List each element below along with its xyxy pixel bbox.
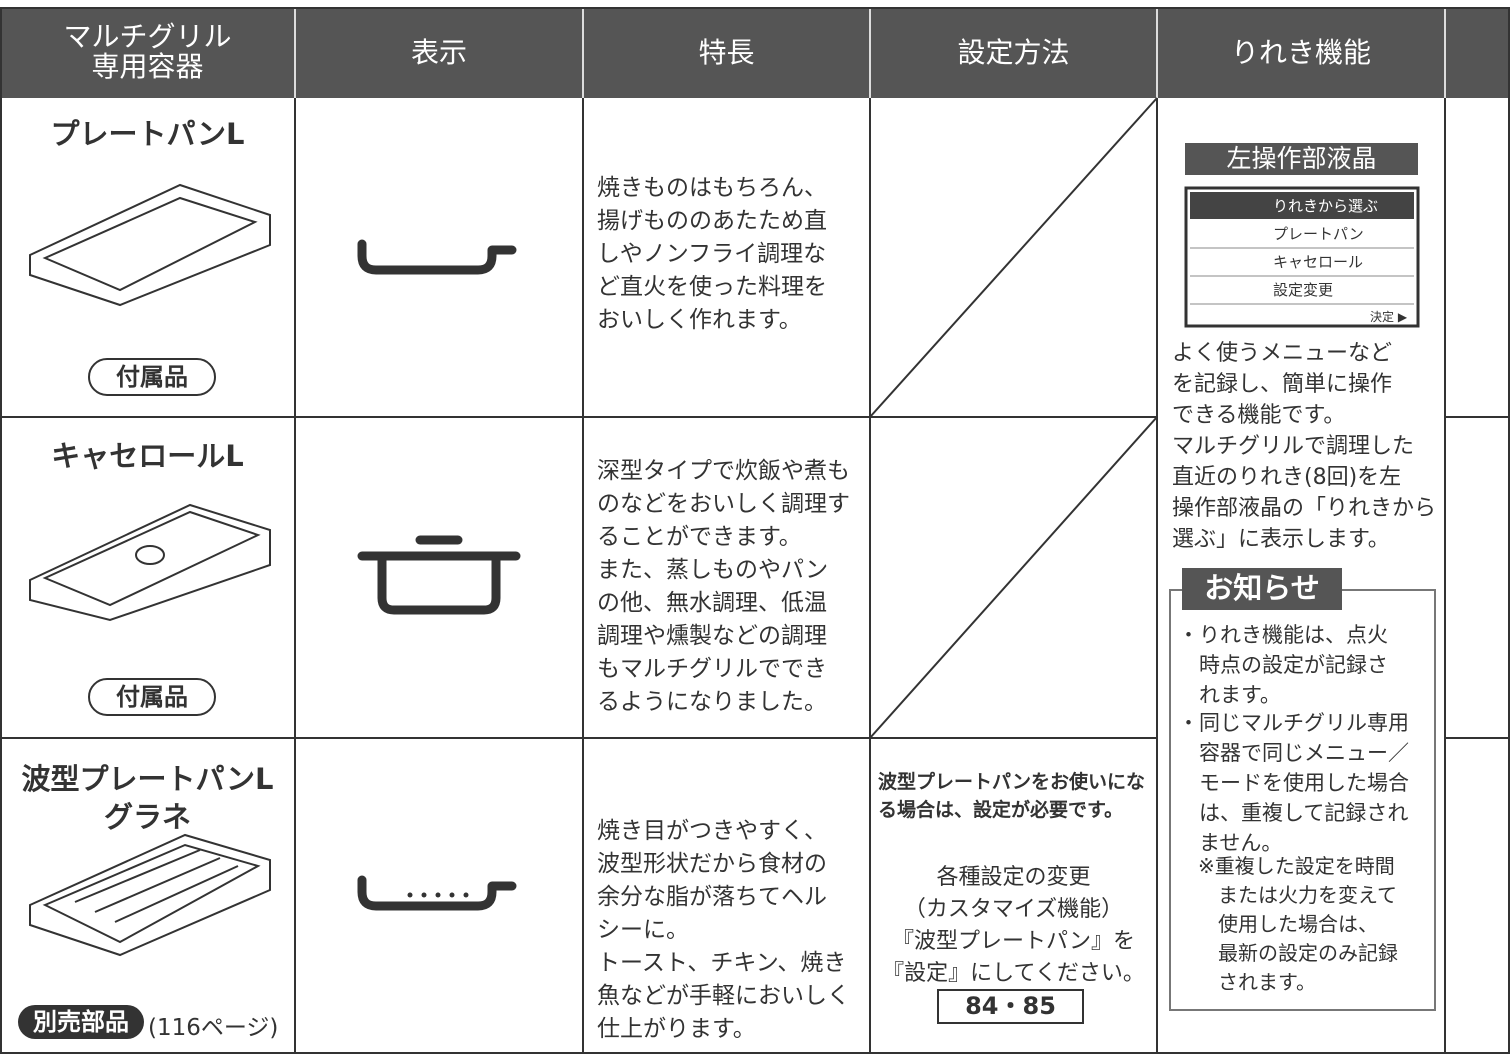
header-cell: マルチグリル 専用容器 bbox=[0, 22, 295, 82]
text-line: 焼き目がつきやすく、 bbox=[597, 818, 827, 844]
product-name: プレートパンL bbox=[0, 115, 295, 153]
text-line: しやノンフライ調理な bbox=[597, 241, 827, 267]
text-line: 最新の設定のみ記録 bbox=[1218, 941, 1398, 965]
features: 焼き目がつきやすく、 波型形状だから食材の 余分な脂が落ちてヘル シーに。トースト、チ… bbox=[597, 815, 850, 1046]
text-line: 『設定』にしてください。 bbox=[882, 961, 1145, 986]
text-line: できる機能です。 bbox=[1172, 403, 1346, 428]
lcd-menu-item: キャセロール bbox=[1273, 253, 1364, 271]
text-line: 仕上がります。 bbox=[597, 1016, 756, 1042]
text-line: マルチグリルで調理した bbox=[1172, 434, 1415, 459]
history-description: よく使うメニューなど を記録し、簡単に操作 できる機能です。マルチグリルで調理した直… bbox=[1172, 338, 1436, 555]
header-cell: 設定方法 bbox=[957, 36, 1070, 69]
text-line: モードを使用した場合 bbox=[1199, 771, 1409, 795]
text-line: グラネ bbox=[103, 800, 191, 834]
text-line: 時点の設定が記録さ bbox=[1199, 653, 1388, 677]
text-line: また、蒸しものやパン bbox=[597, 557, 829, 583]
text-line: おいしく作れます。 bbox=[597, 307, 802, 333]
text-line: よく使うメニューなど bbox=[1172, 341, 1393, 366]
text-line: 調理や燻製などの調理 bbox=[597, 623, 827, 649]
text-line: キャセロールL bbox=[51, 439, 244, 473]
text-line: トースト、チキン、焼き bbox=[597, 950, 847, 976]
text-line: 容器で同じメニュー／ bbox=[1199, 741, 1409, 765]
header-cell: りれき機能 bbox=[1230, 36, 1371, 69]
product-name: 波型プレートパンL グラネ bbox=[0, 760, 295, 836]
text-line: されます。 bbox=[1218, 970, 1316, 994]
setting-note: 波型プレートパンをお使いにな る場合は、設定が必要です。 bbox=[878, 768, 1145, 824]
text-line: 使用した場合は、 bbox=[1218, 912, 1378, 936]
text-line: 余分な脂が落ちてヘル bbox=[597, 884, 827, 910]
page-ref: 84・85 bbox=[965, 992, 1056, 1020]
text-line: もマルチグリルででき bbox=[597, 656, 827, 682]
badge: 付属品 bbox=[88, 678, 216, 716]
lcd-menu-item: りれきから選ぶ bbox=[1273, 197, 1379, 215]
text-line: ません。 bbox=[1199, 831, 1283, 855]
text-line: シーに。 bbox=[597, 917, 689, 943]
text-line: 操作部液晶の「りれきから bbox=[1172, 496, 1437, 521]
setting-text: 各種設定の変更 （カスタマイズ機能） 『波型プレートパン』を 『設定』にしてください。 bbox=[870, 862, 1157, 990]
features: 深型タイプで炊飯や煮も のなどをおいしく調理す ることができます。また、蒸しものやパ… bbox=[597, 455, 850, 719]
notice-item: ・りれき機能は、点火時点の設定が記録さ れます。 bbox=[1178, 620, 1388, 710]
text-line: 深型タイプで炊飯や煮も bbox=[597, 458, 850, 484]
text-line: を記録し、簡単に操作 bbox=[1172, 372, 1393, 397]
text-line: る場合は、設定が必要です。 bbox=[878, 799, 1124, 821]
text-line: 焼きものはもちろん、 bbox=[597, 175, 827, 201]
page-note: (116ページ) bbox=[148, 1015, 279, 1041]
product-name: キャセロールL bbox=[0, 437, 295, 475]
notice-title: お知らせ bbox=[1204, 571, 1320, 605]
header-cell: 表示 bbox=[410, 36, 467, 69]
text-line: れます。 bbox=[1199, 683, 1281, 707]
text-line: 揚げもののあたため直 bbox=[597, 208, 827, 234]
lcd-menu-item: プレートパン bbox=[1273, 225, 1364, 243]
notice-item: ・同じマルチグリル専用容器で同じメニュー／ モードを使用した場合 は、重複して記録さ… bbox=[1178, 708, 1409, 858]
text-line: プレートパンL bbox=[50, 117, 245, 151]
badge: 付属品 bbox=[88, 358, 216, 396]
text-line: 専用容器 bbox=[91, 50, 204, 83]
text-line: ど直火を使った料理を bbox=[597, 274, 827, 300]
text-line: るようになりました。 bbox=[597, 689, 827, 715]
badge: 別売部品 bbox=[33, 1008, 129, 1036]
text-line: 選ぶ」に表示します。 bbox=[1172, 527, 1390, 552]
text-line: 波型形状だから食材の bbox=[597, 851, 827, 877]
text-line: ・りれき機能は、点火 bbox=[1178, 623, 1388, 647]
text-line: 直近のりれき(8回)を左 bbox=[1172, 465, 1402, 490]
text-line: 波型プレートパンをお使いにな bbox=[878, 771, 1145, 793]
lcd-confirm: 決定 ▶ bbox=[1370, 310, 1408, 324]
text-line: 『波型プレートパン』を bbox=[891, 929, 1136, 954]
text-line: は、重複して記録され bbox=[1199, 801, 1409, 825]
text-line: ることができます。 bbox=[597, 524, 802, 550]
text-line: ・同じマルチグリル専用 bbox=[1178, 711, 1409, 735]
notice-note: ※重複した設定を時間または火力を変えて 使用した場合は、 最新の設定のみ記録 されます… bbox=[1198, 852, 1398, 997]
text-line: 波型プレートパンL bbox=[21, 762, 274, 796]
text-line: ※重複した設定を時間 bbox=[1198, 854, 1395, 878]
text-line: の他、無水調理、低温 bbox=[597, 590, 827, 616]
lcd-label: 左操作部液晶 bbox=[1226, 144, 1377, 173]
text-line: または火力を変えて bbox=[1218, 883, 1397, 907]
text-line: 各種設定の変更 bbox=[936, 865, 1091, 890]
features: 焼きものはもちろん、 揚げもののあたため直 しやノンフライ調理な ど直火を使った料理を… bbox=[597, 172, 827, 337]
text-line: （カスタマイズ機能） bbox=[903, 897, 1124, 922]
lcd-menu-item: 設定変更 bbox=[1273, 281, 1334, 299]
lcd-menu: りれきから選ぶ プレートパン キャセロール 設定変更 bbox=[1273, 192, 1378, 304]
text-line: マルチグリル bbox=[63, 20, 232, 53]
text-line: 魚などが手軽においしく bbox=[597, 983, 850, 1009]
text-line: のなどをおいしく調理す bbox=[597, 491, 850, 517]
header-cell: 特長 bbox=[698, 36, 755, 69]
